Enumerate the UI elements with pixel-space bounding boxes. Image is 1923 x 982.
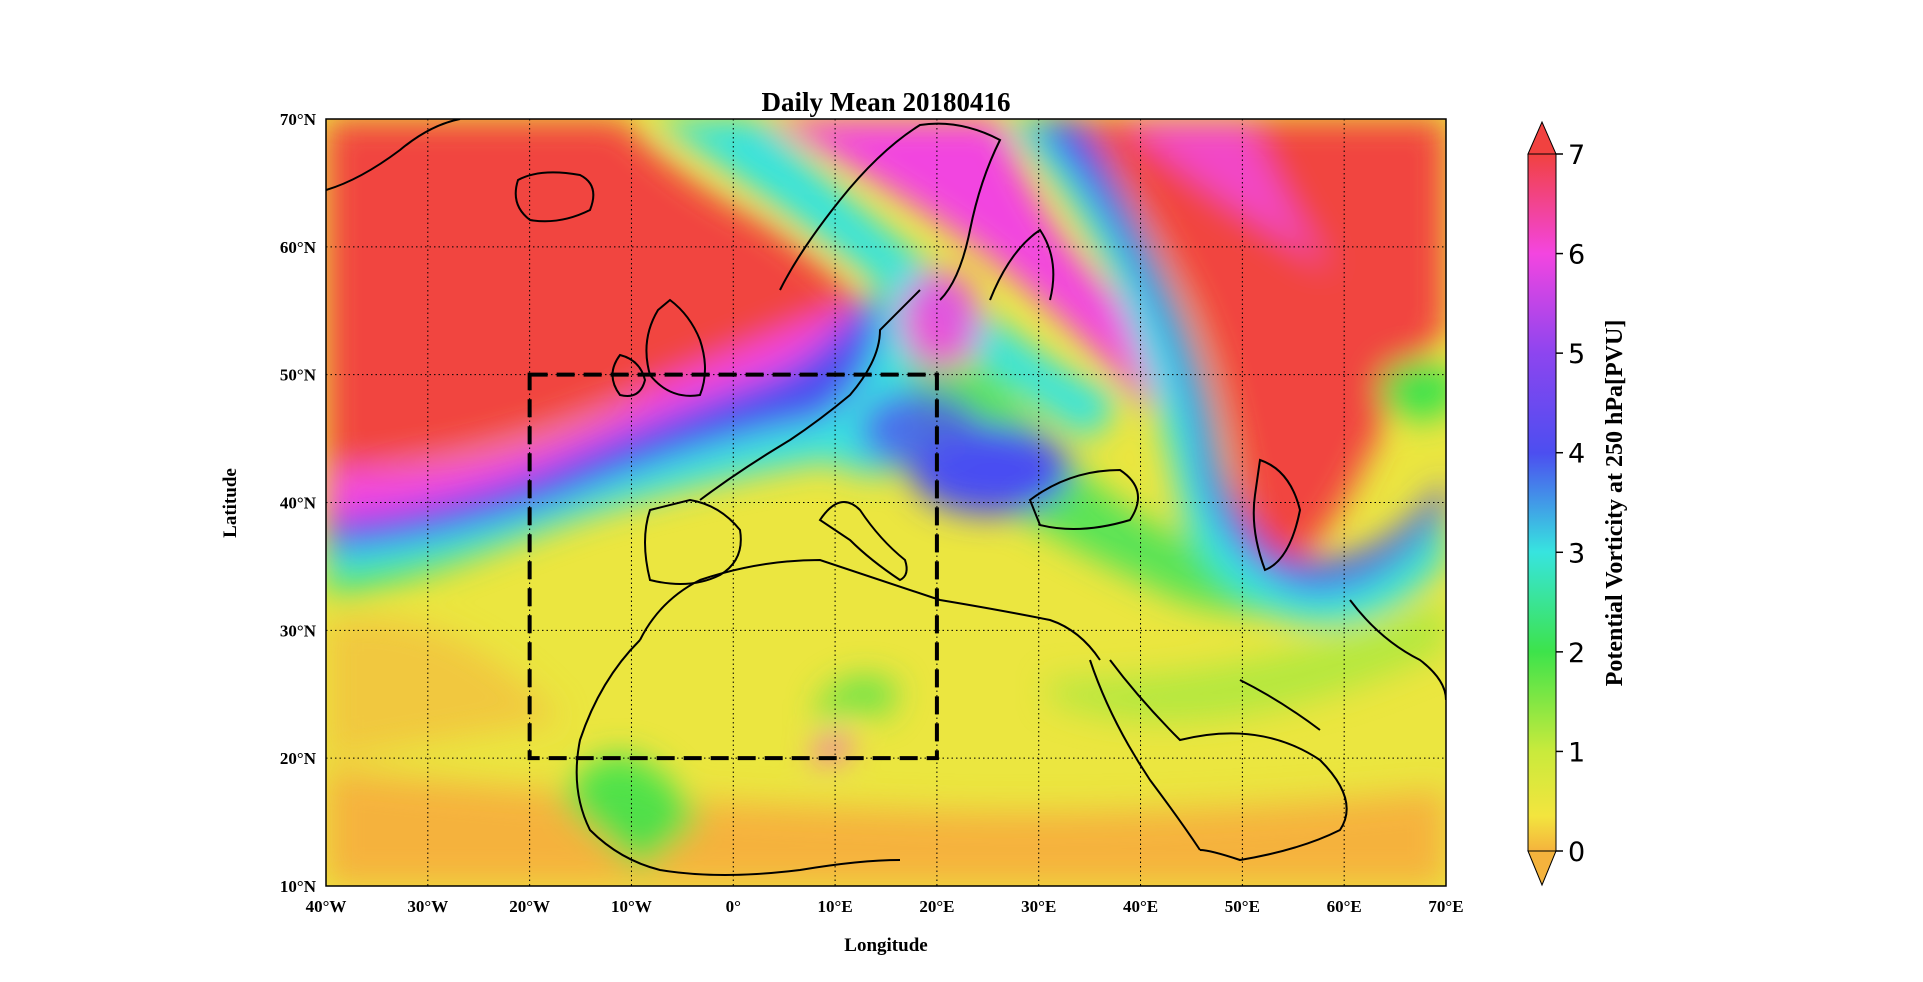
lat-tick-label: 40°N (280, 494, 317, 513)
lat-tick-label: 10°N (280, 877, 317, 896)
lon-tick-label: 20°W (509, 897, 550, 916)
colorbar-ticks: 0 1 2 3 4 5 6 7 (1556, 140, 1585, 868)
latitude-ticks: 10°N 20°N 30°N 40°N 50°N 60°N 70°N (280, 110, 317, 896)
lat-tick-label: 20°N (280, 749, 317, 768)
longitude-ticks: 40°W 30°W 20°W 10°W 0° 10°E 20°E 30°E 40°E 50°E 60… (306, 897, 1464, 916)
lon-tick-label: 40°E (1123, 897, 1158, 916)
colorbar-tick-label: 5 (1568, 339, 1585, 370)
pv-field (326, 119, 1446, 886)
lon-tick-label: 40°W (306, 897, 347, 916)
lat-tick-label: 50°N (280, 366, 317, 385)
lon-tick-label: 30°W (407, 897, 448, 916)
lat-tick-label: 30°N (280, 621, 317, 640)
x-axis-label: Longitude (844, 935, 927, 956)
map-frame (325, 118, 1447, 887)
lon-tick-label: 20°E (919, 897, 954, 916)
colorbar-tick-label: 0 (1568, 837, 1585, 868)
lon-tick-label: 60°E (1327, 897, 1362, 916)
lon-tick-label: 30°E (1021, 897, 1056, 916)
y-axis-label: Latitude (220, 468, 241, 538)
colorbar-tick-label: 3 (1568, 538, 1585, 569)
colorbar: 0 1 2 3 4 5 6 7 Potential Vorticity at 250 hPa[… (1527, 120, 1628, 887)
lon-tick-label: 50°E (1225, 897, 1260, 916)
colorbar-tick-label: 1 (1568, 737, 1585, 768)
highlight-box (527, 372, 939, 761)
lon-tick-label: 0° (726, 897, 741, 916)
colorbar-label: Potential Vorticity at 250 hPa[PVU] (1602, 320, 1628, 687)
lat-tick-label: 70°N (280, 110, 317, 129)
colorbar-tick-label: 2 (1568, 638, 1585, 669)
lon-tick-label: 10°W (611, 897, 652, 916)
map-title: Daily Mean 20180416 (762, 87, 1011, 117)
lon-tick-label: 10°E (818, 897, 853, 916)
coastlines (326, 119, 1446, 876)
lon-tick-label: 70°E (1428, 897, 1463, 916)
colorbar-extend-top (1527, 120, 1557, 155)
colorbar-tick-label: 4 (1568, 439, 1585, 470)
colorbar-tick-label: 6 (1568, 240, 1585, 271)
colorbar-body (1527, 153, 1557, 852)
colorbar-extend-bottom (1527, 850, 1557, 887)
colorbar-tick-label: 7 (1568, 140, 1585, 171)
lat-tick-label: 60°N (280, 238, 317, 257)
